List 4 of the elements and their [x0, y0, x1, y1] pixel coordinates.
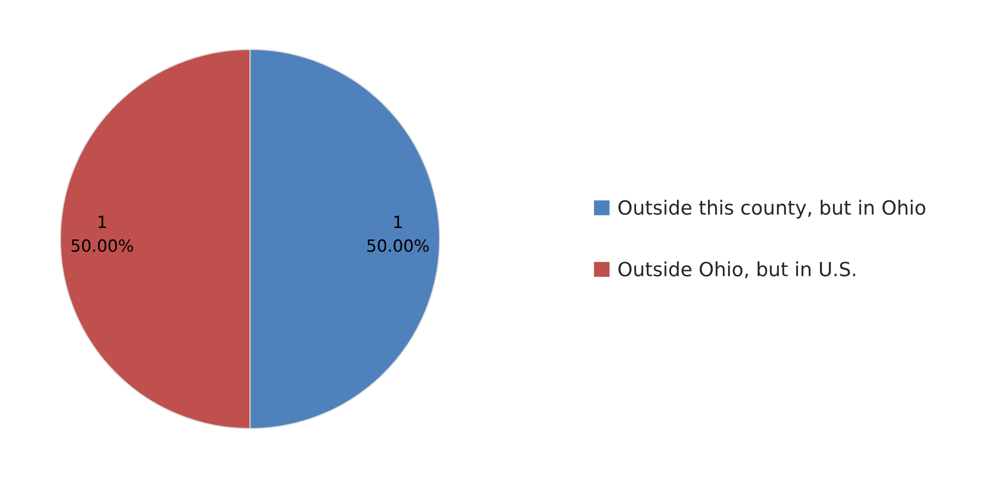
data-label: 1 50.00%: [72, 216, 133, 252]
data-label: 1 50.00%: [367, 216, 429, 252]
legend-label: Outside this county, but in Ohio: [618, 200, 926, 219]
legend-label: Outside Ohio, but in U.S.: [618, 261, 856, 278]
